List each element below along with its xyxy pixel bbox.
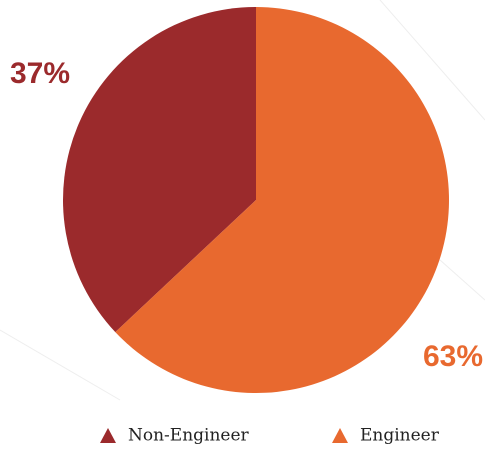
legend-label: Engineer <box>360 426 440 446</box>
legend-label: Non-Engineer <box>128 426 250 446</box>
legend-marker <box>100 428 116 443</box>
pie-slice <box>62 7 256 333</box>
legend-marker <box>332 428 348 443</box>
value-label: 63% <box>423 340 483 373</box>
pie-slice <box>115 7 449 393</box>
background-lines <box>0 0 485 401</box>
value-label: 37% <box>10 57 70 90</box>
